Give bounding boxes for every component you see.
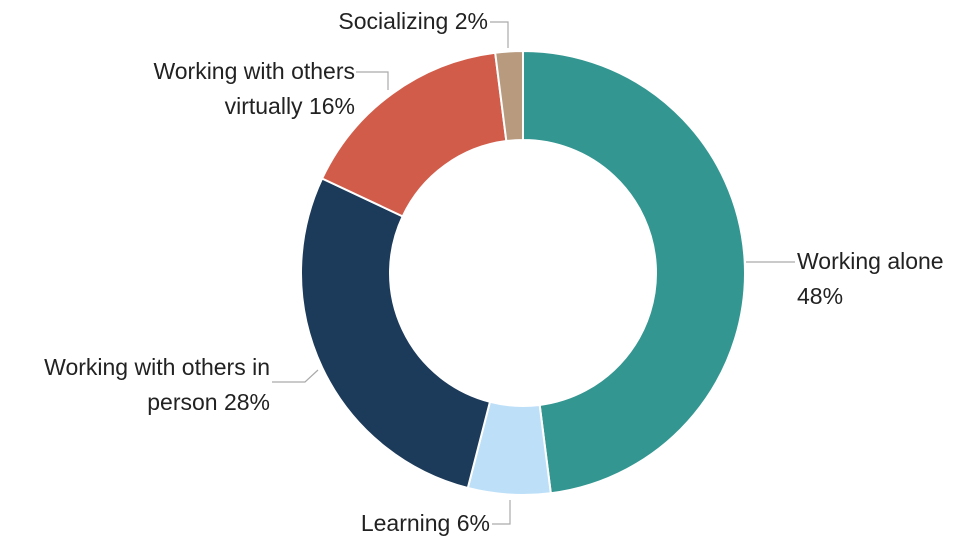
slice-label: Learning 6% [360,510,490,536]
leader-line [272,369,319,383]
leader-line [356,71,389,90]
slice-label: Working with others virtually 16% [153,58,355,119]
donut-slice [494,49,524,143]
slice-label: Socializing 2% [338,8,488,34]
donut-slice [300,177,492,490]
leader-line [492,500,511,525]
donut-slice [522,49,746,495]
leader-line [490,21,509,48]
slice-label: Working alone 48% [797,248,944,309]
slice-label: Working with others in person 28% [44,354,270,415]
